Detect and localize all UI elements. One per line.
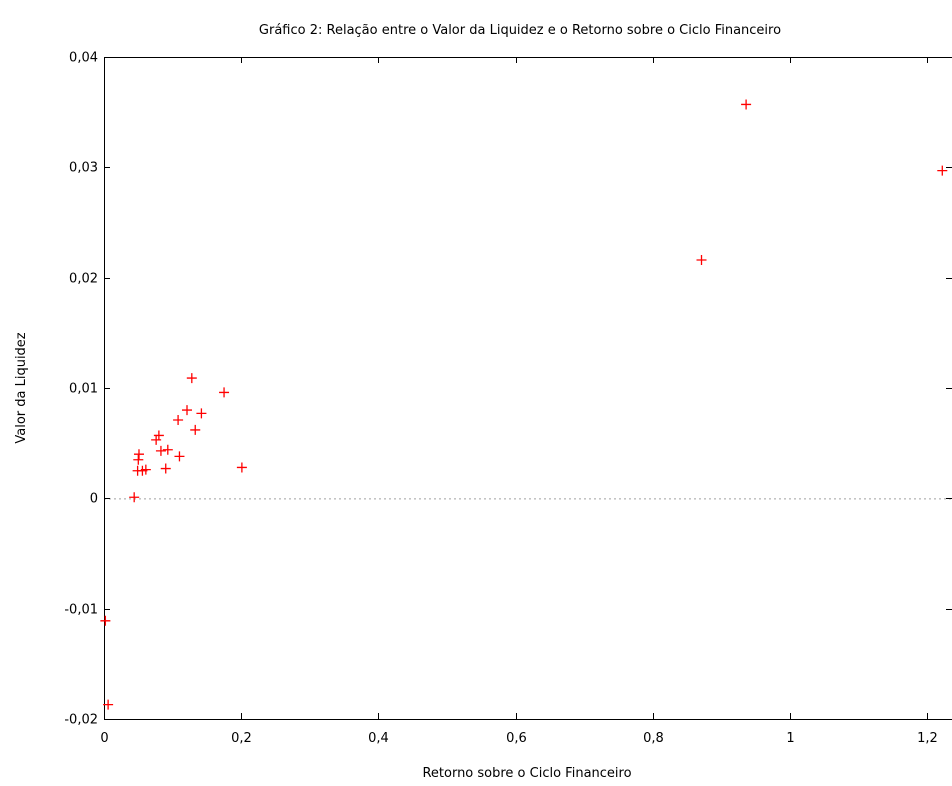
data-point xyxy=(133,454,144,465)
data-point xyxy=(219,387,230,398)
y-tick-label: 0,02 xyxy=(69,272,98,287)
data-point xyxy=(155,445,166,456)
y-axis-title: Valor da Liquidez xyxy=(14,332,29,443)
chart-title: Gráfico 2: Relação entre o Valor da Liqu… xyxy=(259,23,781,38)
y-tick-label: 0,04 xyxy=(69,51,98,66)
x-tick-label: 1,2 xyxy=(917,731,938,746)
data-point xyxy=(103,699,114,710)
x-tick-label: 0,8 xyxy=(643,731,664,746)
data-point xyxy=(236,462,247,473)
x-tick-label: 0,2 xyxy=(231,731,252,746)
data-point xyxy=(937,165,948,176)
x-tick-label: 0 xyxy=(100,731,108,746)
x-axis-title: Retorno sobre o Ciclo Financeiro xyxy=(422,766,631,781)
x-tick-label: 0,4 xyxy=(368,731,389,746)
y-tick-label: -0,01 xyxy=(64,603,98,618)
data-point xyxy=(696,255,707,266)
data-point xyxy=(151,434,162,445)
y-tick-label: -0,02 xyxy=(64,713,98,728)
data-point xyxy=(162,444,173,455)
x-tick-label: 0,6 xyxy=(506,731,527,746)
data-point xyxy=(153,430,164,441)
data-point xyxy=(741,99,752,110)
data-point xyxy=(100,615,111,626)
data-point xyxy=(133,449,144,460)
y-tick-label: 0,01 xyxy=(69,382,98,397)
data-point xyxy=(129,492,140,503)
data-point xyxy=(173,414,184,425)
data-point xyxy=(140,464,151,475)
y-tick-label: 0 xyxy=(90,492,98,507)
plot-area: -0,02 -0,01 0 0,01 0,02 0,03 0,04 0 0,2 0,4 0,6 0,8… xyxy=(64,51,952,746)
x-tick-label: 1 xyxy=(786,731,794,746)
data-point xyxy=(174,451,185,462)
y-tick-label: 0,03 xyxy=(69,161,98,176)
data-point xyxy=(190,424,201,435)
data-point xyxy=(160,463,171,474)
data-point xyxy=(186,373,197,384)
data-point xyxy=(196,408,207,419)
data-point xyxy=(182,405,193,416)
